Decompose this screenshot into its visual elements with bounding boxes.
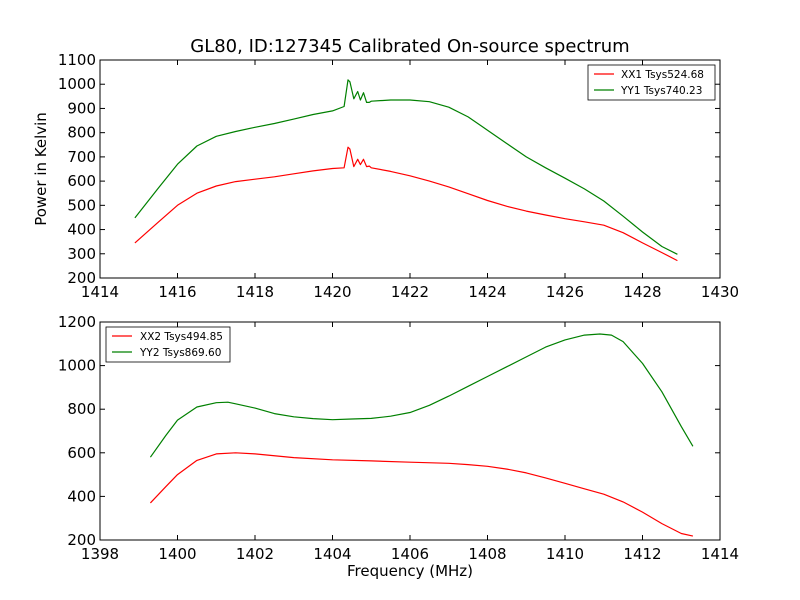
top-ytick-label: 200 <box>67 269 96 287</box>
bottom-xtick-label: 1402 <box>236 545 274 563</box>
bottom-series-yy2-line <box>149 333 694 458</box>
top-xtick-label: 1424 <box>468 283 506 301</box>
top-chart-title: GL80, ID:127345 Calibrated On-source spe… <box>190 36 629 57</box>
bottom-series-xx2-line <box>149 452 694 537</box>
bottom-xtick-label: 1408 <box>468 545 506 563</box>
top-xtick-label: 1420 <box>313 283 351 301</box>
bottom-chart-lines <box>149 333 694 537</box>
top-xtick-label: 1418 <box>236 283 274 301</box>
bottom-legend-box <box>105 326 231 363</box>
bottom-legend-label-xx2: XX2 Tsys494.85 <box>140 331 223 343</box>
bottom-chart-legend: XX2 Tsys494.85 YY2 Tsys869.60 <box>105 326 231 363</box>
bottom-ytick-label: 1200 <box>58 313 96 331</box>
top-legend-label-xx1: XX1 Tsys524.68 <box>621 69 704 81</box>
top-ytick-label: 500 <box>67 196 96 214</box>
top-xtick-label: 1426 <box>546 283 584 301</box>
bottom-chart: 1398 1400 1402 1404 1406 1408 1410 1412 1414 200 4… <box>58 313 739 580</box>
top-xtick-label: 1430 <box>701 283 739 301</box>
top-chart-ylabel: Power in Kelvin <box>32 112 50 226</box>
top-legend-label-yy1: YY1 Tsys740.23 <box>620 85 702 97</box>
bottom-ytick-label: 600 <box>67 444 96 462</box>
bottom-ytick-label: 1000 <box>58 357 96 375</box>
top-chart-legend: XX1 Tsys524.68 YY1 Tsys740.23 <box>587 64 716 101</box>
top-chart-lines <box>134 79 678 262</box>
top-ytick-label: 400 <box>67 221 96 239</box>
top-series-xx1-line <box>134 146 678 262</box>
top-xtick-label: 1414 <box>81 283 119 301</box>
bottom-chart-xlabel: Frequency (MHz) <box>347 562 473 580</box>
bottom-xtick-label: 1400 <box>158 545 196 563</box>
top-ytick-label: 300 <box>67 245 96 263</box>
bottom-ytick-label: 800 <box>67 400 96 418</box>
top-ytick-label: 1100 <box>58 51 96 69</box>
top-xtick-label: 1428 <box>623 283 661 301</box>
top-legend-box <box>587 64 716 101</box>
bottom-xtick-label: 1410 <box>546 545 584 563</box>
top-ytick-label: 800 <box>67 124 96 142</box>
top-ytick-label: 1000 <box>58 75 96 93</box>
top-series-yy1-line <box>134 79 678 255</box>
top-ytick-label: 900 <box>67 99 96 117</box>
bottom-ytick-label: 200 <box>67 531 96 549</box>
top-ytick-label: 700 <box>67 148 96 166</box>
bottom-ytick-label: 400 <box>67 487 96 505</box>
bottom-xtick-label: 1404 <box>313 545 351 563</box>
bottom-xtick-label: 1412 <box>623 545 661 563</box>
top-xtick-label: 1416 <box>158 283 196 301</box>
bottom-legend-label-yy2: YY2 Tsys869.60 <box>139 347 221 359</box>
bottom-xtick-label: 1406 <box>391 545 429 563</box>
top-chart: 1414 1416 1418 1420 1422 1424 1426 1428 1430 200 3… <box>32 51 739 301</box>
bottom-chart-ticks: 1398 1400 1402 1404 1406 1408 1410 1412 1414 200 4… <box>58 313 739 563</box>
top-chart-ticks: 1414 1416 1418 1420 1422 1424 1426 1428 1430 200 3… <box>58 51 739 301</box>
top-xtick-label: 1422 <box>391 283 429 301</box>
bottom-xtick-label: 1398 <box>81 545 119 563</box>
top-ytick-label: 600 <box>67 172 96 190</box>
bottom-xtick-label: 1414 <box>701 545 739 563</box>
